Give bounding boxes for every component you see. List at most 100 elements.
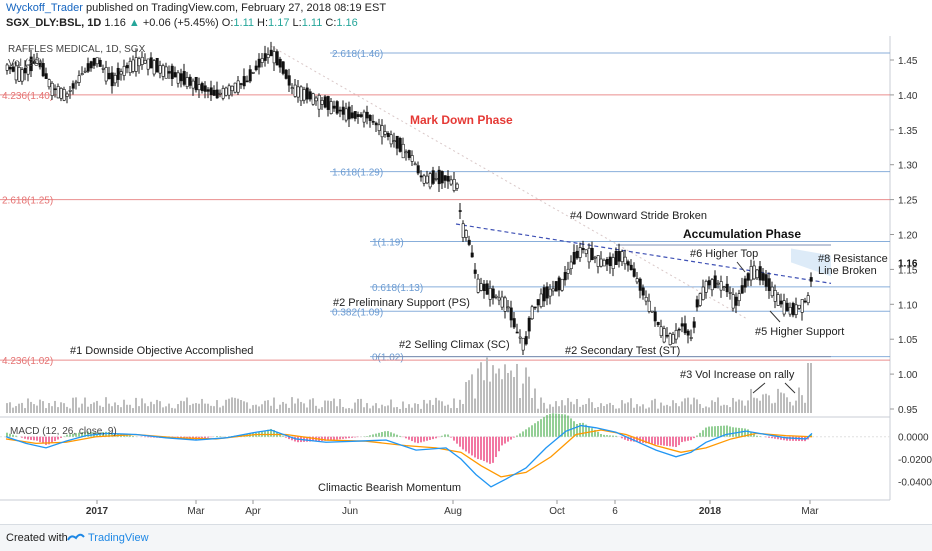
candle-body	[596, 255, 600, 267]
volume-bar	[528, 376, 530, 413]
volume-bar	[210, 405, 212, 413]
candle-body	[92, 58, 96, 66]
candle-body	[563, 272, 567, 281]
candle-body	[593, 256, 597, 259]
volume-bar	[78, 407, 80, 413]
candle-body	[65, 93, 69, 97]
time-tick-label-8: Mar	[801, 506, 819, 517]
candle-body	[374, 122, 378, 126]
volume-bar	[219, 407, 221, 413]
tradingview-brand[interactable]: TradingView	[88, 532, 149, 544]
volume-bar	[51, 406, 53, 413]
volume-bar	[570, 401, 572, 413]
candle-body	[104, 67, 108, 82]
candle-body	[362, 111, 366, 123]
candle-body	[86, 63, 90, 72]
candle-body	[509, 307, 513, 321]
candle-body	[332, 105, 336, 109]
volume-bar	[240, 400, 242, 413]
candle-body	[113, 75, 117, 84]
candle-body	[611, 257, 615, 269]
volume-bar	[216, 400, 218, 413]
volume-bar	[102, 406, 104, 413]
macd-line	[5, 424, 813, 488]
close-value: 1.16	[336, 17, 358, 29]
volume-bar	[381, 404, 383, 413]
candle-body	[71, 83, 75, 89]
candle-body	[806, 295, 810, 304]
volume-bar	[12, 407, 14, 413]
volume-bar	[291, 397, 293, 413]
volume-bar	[33, 404, 35, 413]
volume-bar	[675, 403, 677, 413]
candle-body	[155, 57, 159, 73]
macd-tick-label-1: -0.0200	[898, 455, 932, 466]
candle-body	[794, 304, 798, 315]
volume-bar	[693, 397, 695, 413]
volume-bar	[561, 400, 563, 413]
candle-body	[29, 56, 33, 72]
candle-body	[599, 258, 603, 267]
candle-body	[647, 300, 651, 312]
volume-bar	[354, 402, 356, 413]
volume-bar	[732, 397, 734, 413]
volume-bar	[105, 397, 107, 413]
candle-body	[311, 93, 315, 105]
volume-bar	[48, 403, 50, 413]
symbol-label[interactable]: SGX_DLY:BSL, 1D	[6, 17, 102, 29]
last-price: 1.16	[104, 17, 126, 29]
author-link[interactable]: Wyckoff_Trader	[6, 2, 83, 14]
candle-body	[95, 57, 99, 65]
volume-bar	[594, 407, 596, 413]
volume-bar	[801, 395, 803, 413]
candle-body	[644, 297, 648, 302]
volume-bar	[459, 399, 461, 413]
volume-bar	[285, 403, 287, 413]
price-chart[interactable]: 2.618(1.46) 4.236(1.40) 1.618(1.29) 2.618(1…	[0, 0, 932, 524]
candle-body	[371, 121, 375, 123]
candle-body	[158, 65, 162, 74]
volume-bar	[462, 404, 464, 413]
candle-body	[218, 92, 222, 95]
volume-bar	[447, 404, 449, 413]
macd-tick-label-0: 0.0000	[898, 433, 929, 444]
candle-body	[719, 281, 723, 291]
annotation-9: #6 Higher Top	[690, 248, 758, 260]
candle-body	[731, 294, 735, 309]
volume-bar	[750, 388, 752, 413]
volume-bar	[768, 395, 770, 413]
volume-bar	[357, 399, 359, 413]
publish-line: Wyckoff_Trader published on TradingView.…	[6, 2, 386, 14]
candle-body	[680, 323, 684, 327]
volume-bar	[6, 403, 8, 413]
candle-body	[143, 60, 147, 64]
candle-body	[236, 80, 240, 93]
volume-bar	[516, 363, 518, 413]
candle-body	[677, 328, 681, 331]
volume-bar	[246, 402, 248, 413]
volume-bar	[522, 383, 524, 413]
volume-bar	[669, 406, 671, 413]
volume-bar	[615, 408, 617, 413]
volume-bar	[423, 399, 425, 413]
annotation-0: Mark Down Phase	[410, 113, 513, 127]
candle-body	[722, 286, 726, 288]
volume-bar	[378, 408, 380, 413]
candle-body	[632, 268, 636, 277]
candle-body	[266, 54, 270, 58]
candle-body	[260, 58, 264, 63]
volume-bar	[237, 398, 239, 413]
volume-bar	[663, 405, 665, 413]
candle-body	[572, 252, 576, 265]
candle-body	[134, 57, 138, 72]
candle-body	[458, 210, 462, 212]
annotation-5: #2 Secondary Test (ST)	[565, 345, 680, 357]
volume-bar	[258, 406, 260, 413]
volume-bar	[534, 388, 536, 413]
volume-bar	[699, 404, 701, 413]
volume-bar	[687, 397, 689, 413]
candle-body	[404, 151, 408, 154]
volume-bar	[681, 401, 683, 413]
candle-body	[146, 58, 150, 70]
candle-body	[656, 321, 660, 326]
